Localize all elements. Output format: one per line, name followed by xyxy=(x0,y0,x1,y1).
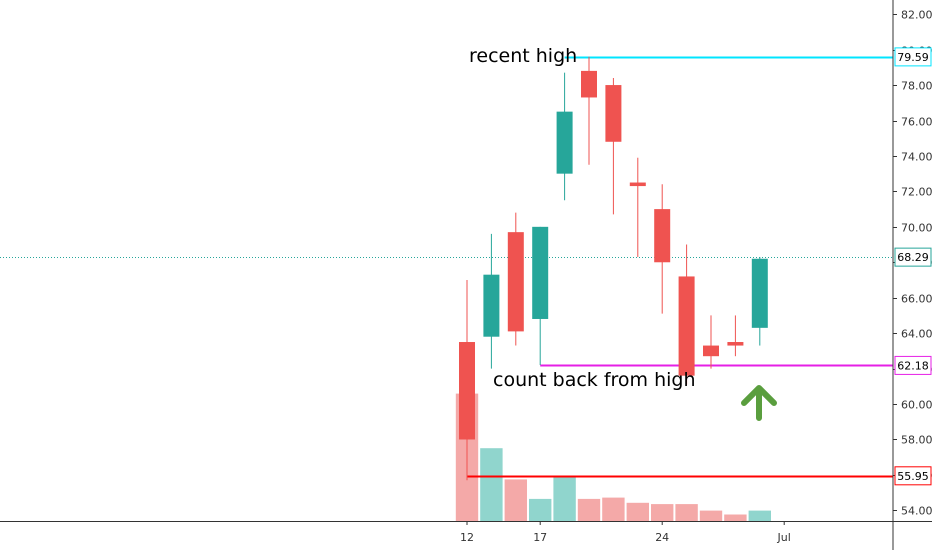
price-tick-label: 66.00 xyxy=(901,293,932,306)
candle xyxy=(605,77,622,215)
candle-body xyxy=(556,111,573,174)
annotations: recent high count back from high xyxy=(469,45,777,421)
volume-bar xyxy=(480,448,503,521)
candle-body xyxy=(459,342,475,440)
volume-bar xyxy=(602,497,625,521)
price-tick-label: 72.00 xyxy=(901,186,932,199)
price-tag-box xyxy=(894,247,932,267)
price-tag-count-back-line: 62.18 xyxy=(894,355,932,375)
volume-bar xyxy=(724,514,747,521)
price-tag-recent-high-line: 79.59 xyxy=(894,47,932,67)
price-tick-label: 60.00 xyxy=(901,399,932,412)
time-tick-label: Jul xyxy=(777,531,791,544)
price-tag-label: 62.18 xyxy=(897,359,929,372)
volume-bar xyxy=(651,504,674,521)
candle-body xyxy=(581,70,597,98)
volume-bar xyxy=(699,510,723,521)
price-tag-label: 55.95 xyxy=(897,470,929,483)
candle-body xyxy=(727,342,744,346)
time-axis[interactable]: 12 17 24 Jul xyxy=(0,521,932,544)
price-tag-support-line: 55.95 xyxy=(894,466,932,486)
candle xyxy=(459,279,475,481)
price-tick-label: 82.00 xyxy=(901,9,932,22)
price-tags: 79.59 68.29 62.18 55.95 xyxy=(894,47,932,486)
candles xyxy=(459,56,768,481)
up-arrow-icon xyxy=(741,385,777,421)
time-tick-label: 24 xyxy=(655,531,669,544)
candle xyxy=(532,226,549,366)
candle-body xyxy=(703,345,719,357)
level-lines xyxy=(0,56,893,478)
candle xyxy=(727,315,744,357)
candle xyxy=(703,315,719,369)
candle-body xyxy=(654,209,671,263)
candle-body xyxy=(678,276,695,376)
candle xyxy=(629,157,646,257)
count-back-label: count back from high xyxy=(493,369,696,391)
candle xyxy=(556,72,573,201)
price-tag-box xyxy=(894,355,932,375)
candle-body xyxy=(605,85,622,142)
volume-bar xyxy=(504,479,527,521)
candle-body xyxy=(507,232,524,332)
volume-bar xyxy=(626,502,649,521)
price-tick-label: 74.00 xyxy=(901,151,932,164)
candle-body xyxy=(532,226,549,319)
price-tag-box xyxy=(894,466,932,486)
price-tag-last-price-line: 68.29 xyxy=(894,247,932,267)
price-tag-box xyxy=(894,47,932,67)
candle xyxy=(678,244,695,385)
volume-bar xyxy=(675,504,698,521)
price-tick-label: 70.00 xyxy=(901,222,932,235)
volume-bars xyxy=(455,393,771,521)
price-tick-label: 78.00 xyxy=(901,80,932,93)
price-tick-label: 76.00 xyxy=(901,116,932,129)
candle-body xyxy=(483,274,500,337)
price-tick-label: 58.00 xyxy=(901,434,932,447)
time-tick-label: 17 xyxy=(533,531,547,544)
price-tag-label: 68.29 xyxy=(897,251,929,264)
candle xyxy=(483,233,500,369)
price-tick-label: 54.00 xyxy=(901,505,932,518)
candle-body xyxy=(751,258,768,328)
volume-bar xyxy=(553,475,576,521)
candle xyxy=(751,256,768,346)
recent-high-label: recent high xyxy=(469,45,577,67)
price-tick-label: 64.00 xyxy=(901,328,932,341)
time-tick-label: 12 xyxy=(460,531,474,544)
candle-body xyxy=(629,182,646,187)
price-tag-label: 79.59 xyxy=(897,51,929,64)
volume-bar xyxy=(748,510,771,521)
candle xyxy=(654,184,671,314)
volume-bar xyxy=(529,498,552,521)
volume-bar xyxy=(577,498,601,521)
candle xyxy=(581,56,597,165)
candle xyxy=(507,212,524,346)
